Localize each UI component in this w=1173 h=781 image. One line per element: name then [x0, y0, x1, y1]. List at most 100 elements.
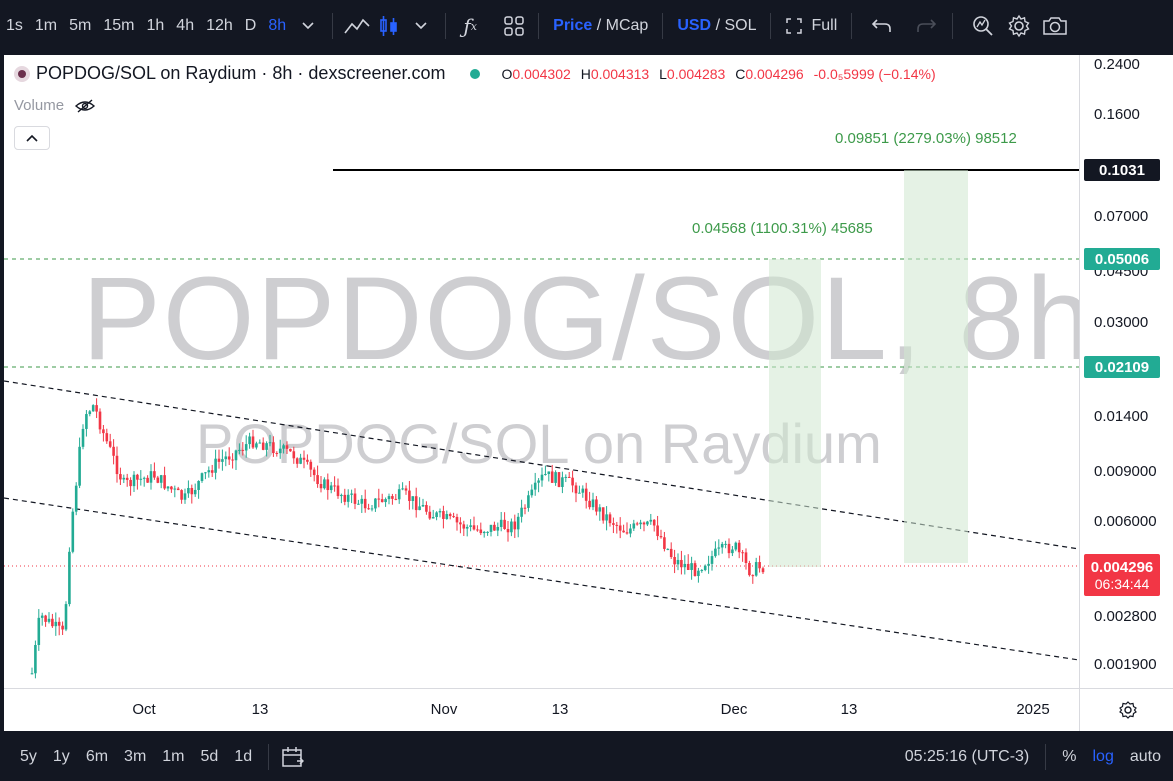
range-3m[interactable]: 3m [124, 748, 147, 765]
time-tick: 13 [551, 701, 569, 718]
range-1y[interactable]: 1y [52, 748, 70, 765]
candle-body [714, 548, 717, 557]
symbol-title[interactable]: POPDOG/SOL on Raydium · 8h · dexscreener… [36, 63, 446, 83]
candle-body [231, 459, 234, 461]
range-1m[interactable]: 1m [162, 748, 185, 765]
candle-body [666, 548, 670, 550]
candle-body [544, 474, 547, 476]
camera-icon[interactable] [1039, 10, 1071, 42]
interval-4h[interactable]: 4h [176, 17, 195, 34]
layout-grid-icon[interactable] [498, 10, 530, 42]
candle-body [754, 562, 758, 576]
range-6m[interactable]: 6m [85, 748, 109, 765]
percent-scale-toggle[interactable]: % [1062, 748, 1077, 765]
collapse-legend-button[interactable] [14, 126, 50, 150]
axis-corner[interactable] [1079, 688, 1173, 731]
calendar-goto-icon[interactable] [277, 741, 309, 773]
interval-5m[interactable]: 5m [69, 17, 92, 34]
auto-scale-toggle[interactable]: auto [1129, 748, 1161, 765]
full-button[interactable]: Full [779, 17, 843, 35]
candle-body [74, 485, 78, 512]
candle-body [584, 488, 588, 501]
candle-body [527, 495, 530, 508]
candle-body [720, 543, 724, 548]
candle-body [751, 575, 755, 577]
candle-body [30, 673, 34, 675]
channel-upper-line [4, 380, 1079, 550]
eye-hidden-icon[interactable] [74, 98, 96, 114]
candle-body [520, 507, 523, 517]
price-tick: 0.2400 [1094, 56, 1140, 73]
fullscreen-icon [786, 18, 803, 34]
interval-d[interactable]: D [244, 17, 257, 34]
interval-12h[interactable]: 12h [206, 17, 233, 34]
candle-body [170, 486, 173, 490]
price-chart[interactable] [4, 55, 1079, 688]
candle-body [255, 443, 258, 448]
candle-body [333, 485, 336, 487]
token-logo [14, 65, 30, 82]
candle-body [207, 470, 211, 473]
candle-body [669, 548, 673, 558]
range-1d[interactable]: 1d [234, 748, 253, 765]
candle-body [316, 475, 319, 485]
candle-body [697, 570, 700, 577]
redo-icon[interactable] [910, 10, 942, 42]
range-5d[interactable]: 5d [200, 748, 219, 765]
candle-body [146, 477, 149, 483]
candle-body [642, 522, 646, 525]
chevron-down-icon[interactable] [405, 10, 437, 42]
quick-search-icon[interactable] [967, 10, 999, 42]
price-tick: 0.002800 [1094, 608, 1157, 625]
interval-1m[interactable]: 1m [34, 17, 58, 34]
candle-body [652, 519, 656, 526]
candle-body [438, 511, 442, 513]
undo-icon[interactable] [866, 10, 898, 42]
candle-body [540, 474, 544, 481]
clock-timezone[interactable]: 05:25:16 (UTC-3) [904, 748, 1030, 765]
candle-body [435, 512, 438, 518]
chart-settings-icon[interactable] [1118, 700, 1138, 720]
interval-8h[interactable]: 8h [268, 17, 287, 34]
line-chart-icon[interactable] [341, 10, 373, 42]
divider [851, 13, 853, 39]
candle-body [557, 472, 561, 487]
time-axis[interactable]: Oct 13 Nov 13 Dec 13 2025 [4, 688, 1079, 731]
candle-body [374, 498, 377, 509]
chevron-down-icon[interactable] [292, 10, 324, 42]
price-tick: 0.1600 [1094, 106, 1140, 123]
price-tick: 0.009000 [1094, 463, 1157, 480]
candle-body [142, 477, 146, 479]
candle-body [499, 519, 503, 527]
candle-body [510, 521, 513, 533]
candles-icon[interactable] [373, 10, 405, 42]
candle-body [418, 506, 421, 511]
interval-1h[interactable]: 1h [146, 17, 165, 34]
plot-area[interactable]: POPDOG/SOL, 8h POPDOG/SOL on Raydium 0.0… [4, 55, 1079, 688]
price-box-black: 0.1031 [1084, 159, 1160, 181]
price-axis[interactable]: 0.2400 0.1600 0.1031 0.07000 0.04500 0.0… [1079, 55, 1173, 688]
candle-body [357, 503, 360, 505]
candle-body [612, 523, 615, 525]
range-5y[interactable]: 5y [20, 748, 37, 765]
interval-1s[interactable]: 1s [6, 17, 23, 34]
candle-body [686, 563, 690, 570]
candle-body [693, 563, 697, 577]
candle-body [309, 461, 313, 470]
candle-body [360, 498, 364, 504]
chart-pane[interactable]: POPDOG/SOL, 8h POPDOG/SOL on Raydium 0.0… [4, 55, 1173, 731]
settings-icon[interactable] [1003, 10, 1035, 42]
log-scale-toggle[interactable]: log [1092, 748, 1114, 765]
interval-15m[interactable]: 15m [103, 17, 135, 34]
candle-body [397, 489, 401, 500]
candle-body [748, 562, 751, 576]
currency-button[interactable]: USD / SOL [671, 17, 762, 35]
price-label: Price [553, 17, 593, 34]
candle-body [578, 492, 581, 494]
candle-body [285, 445, 289, 449]
candle-body [445, 514, 449, 519]
price-mode-button[interactable]: Price / MCap [547, 17, 654, 35]
candle-body [163, 475, 166, 489]
candle-body [44, 615, 47, 622]
